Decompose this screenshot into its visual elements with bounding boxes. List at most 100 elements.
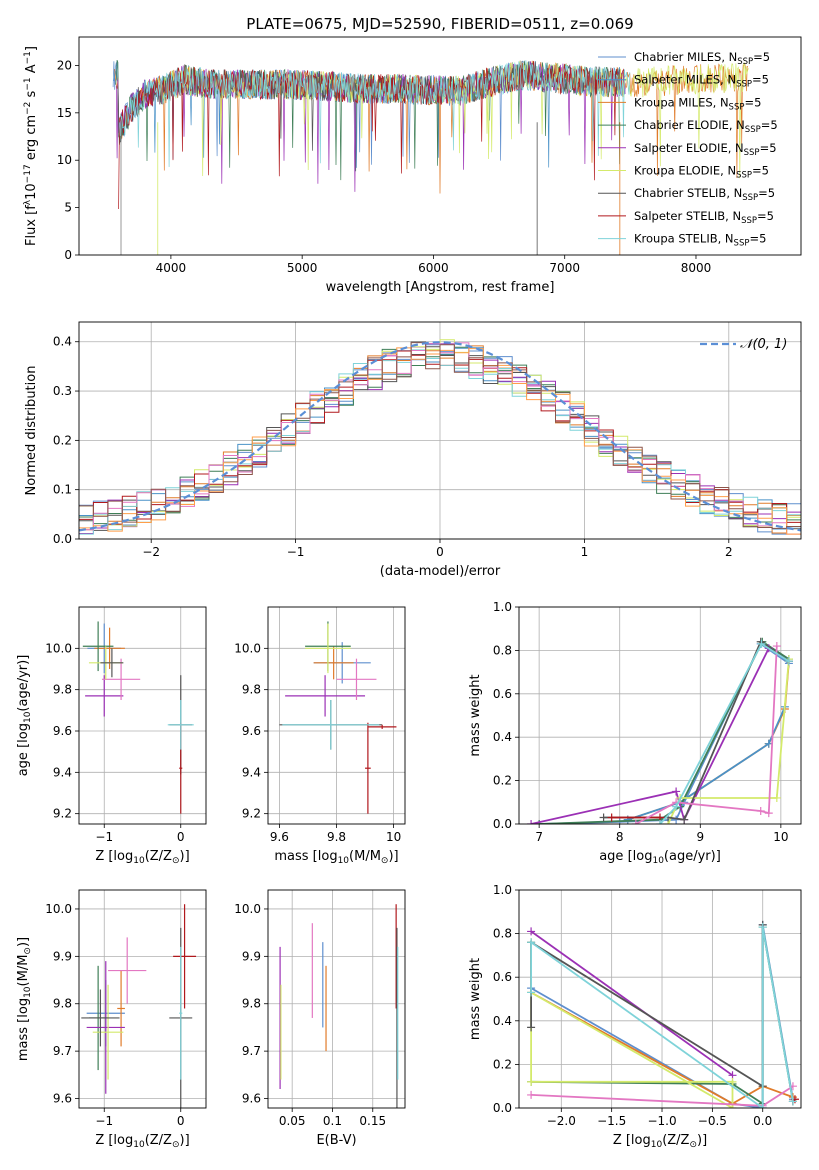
weight-line-0 [539,642,790,824]
errorbar-point-4 [336,658,377,700]
weight-line-5 [667,659,790,824]
x-axis-label: age [log10(age/yr)] [599,849,721,866]
figure-title: PLATE=0675, MJD=52590, FIBERID=0511, z=0… [246,15,633,33]
plot-area [527,637,793,824]
y-tick-label: 10.0 [45,902,72,916]
weight-marker [728,1104,737,1108]
weight-marker [758,923,767,932]
plot-area [279,904,399,1108]
weight-line-5 [530,924,764,1088]
x-tick-label: 0.0 [753,1114,772,1128]
errorbar-point-2 [82,621,114,672]
axes-frame [518,889,802,1109]
y-tick-label: 10.0 [234,902,261,916]
y-tick-label: 0.1 [53,483,72,497]
chart-mass_vs_Z: −1 0 9.6 9.7 9.8 9.9 10.0 Z [log10(Z/Z⊙)] mass [… [16,889,207,1150]
y-tick-label: 9.8 [242,997,261,1011]
legend-label: Chabrier STELIB, NSSP=5 [634,186,775,203]
axes-frame [78,321,802,540]
x-tick-label: 8 [616,830,624,844]
y-tick-label: 0.2 [493,774,512,788]
x-tick-label: 7 [535,830,543,844]
x-tick-label: 0 [436,545,444,559]
legend-label: Salpeter STELIB, NSSP=5 [634,209,774,226]
weight-marker [527,1090,536,1099]
y-tick-label: 0.6 [493,970,512,984]
x-tick-label: 0.1 [323,1114,342,1128]
histogram-11 [79,342,801,529]
x-tick-label: 9 [696,830,704,844]
x-tick-label: −1.0 [647,1114,676,1128]
legend-label: Salpeter ELODIE, NSSP=5 [634,141,777,158]
x-tick-label: 5000 [287,261,318,275]
x-tick-label: 9.6 [270,830,289,844]
y-tick-label: 0.3 [53,384,72,398]
axes-frame [267,606,406,825]
y-tick-label: 1.0 [493,883,512,897]
weight-marker [758,1104,767,1108]
chart-weight_vs_age: 7 8 9 10 0.0 0.2 0.4 0.6 0.8 1.0 age [log10(age/yr… [468,600,802,866]
weight-line-1 [627,661,790,821]
errorbar-point-9 [179,946,183,1080]
x-tick-label: 10 [386,830,401,844]
y-tick-label: 9.8 [53,683,72,697]
axes-frame [78,36,802,256]
spectrum-line-8 [119,60,631,168]
chart-age_vs_Z: −1 0 9.2 9.4 9.6 9.8 10.0 Z [log10(Z/Z⊙)] age [l… [16,606,207,866]
legend-label: Chabrier MILES, NSSP=5 [634,50,770,67]
weight-marker [631,820,640,824]
chart-weight_vs_Z: −2.0 −1.5 −1.0 −0.5 0.0 0.0 0.2 0.4 0.6 0.8 1.0 Z [… [468,883,802,1150]
x-tick-label: 0 [177,830,185,844]
errorbar-point-6 [100,648,124,678]
y-tick-label: 0.2 [493,1057,512,1071]
weight-marker [772,793,781,802]
x-axis-label: mass [log10(M/M⊙)] [274,849,398,866]
x-axis-label: wavelength [Angstrom, rest frame] [326,280,555,295]
errorbar-point-3 [86,961,125,1094]
weight-marker [757,639,766,648]
x-tick-label: −2 [142,545,160,559]
y-tick-label: 0.4 [53,335,72,349]
y-tick-label: 9.4 [242,765,261,779]
x-tick-label: 0.15 [359,1114,386,1128]
y-tick-label: 9.6 [53,1092,72,1106]
x-tick-label: −1 [287,545,305,559]
x-tick-label: 4000 [156,261,187,275]
x-tick-label: −1.5 [597,1114,626,1128]
y-tick-label: 10.0 [234,641,261,655]
plot-area [81,904,197,1108]
y-tick-label: 9.9 [53,949,72,963]
x-tick-label: −2.0 [547,1114,576,1128]
errorbar-point-6 [81,989,120,1047]
y-axis-label: Flux [fλ10−17 erg cm−2 s−1 A−1] [23,46,39,246]
weight-marker [527,820,536,824]
chart-age_vs_mass: 9.6 9.8 10 9.2 9.4 9.6 9.8 10.0 mass [log10(M/M⊙… [234,606,406,866]
x-axis-label: Z [log10(Z/Z⊙)] [95,849,189,866]
y-tick-label: 15 [57,106,72,120]
spectrum-line-7 [118,60,626,210]
y-tick-label: 9.8 [53,997,72,1011]
errorbar-point-8 [367,724,397,729]
y-axis-label: age [log10(age/yr)] [16,655,33,777]
x-tick-label: −1 [95,1114,113,1128]
y-tick-label: 9.6 [242,724,261,738]
legend-label: Kroupa MILES, NSSP=5 [634,95,761,112]
errorbar-point-1 [313,646,354,680]
plot-area [82,621,194,814]
chart-mass_vs_EBV: 0.05 0.1 0.15 9.6 9.7 9.8 9.9 10.0 E(B-V) [234,889,406,1148]
weight-marker [756,806,765,815]
y-tick-label: 0.8 [493,927,512,941]
x-tick-label: 8000 [681,261,712,275]
errorbar-point-9 [282,700,380,750]
x-tick-label: 1 [581,545,589,559]
weight-marker [680,815,689,824]
errorbar-point-3 [85,675,124,717]
y-tick-label: 9.6 [242,1092,261,1106]
weight-line-1 [530,991,794,1105]
y-axis-label: mass [log10(M/M⊙)] [16,937,33,1061]
y-tick-label: 0.0 [53,532,72,546]
y-tick-label: 0.4 [493,730,512,744]
y-tick-label: 9.2 [53,807,72,821]
